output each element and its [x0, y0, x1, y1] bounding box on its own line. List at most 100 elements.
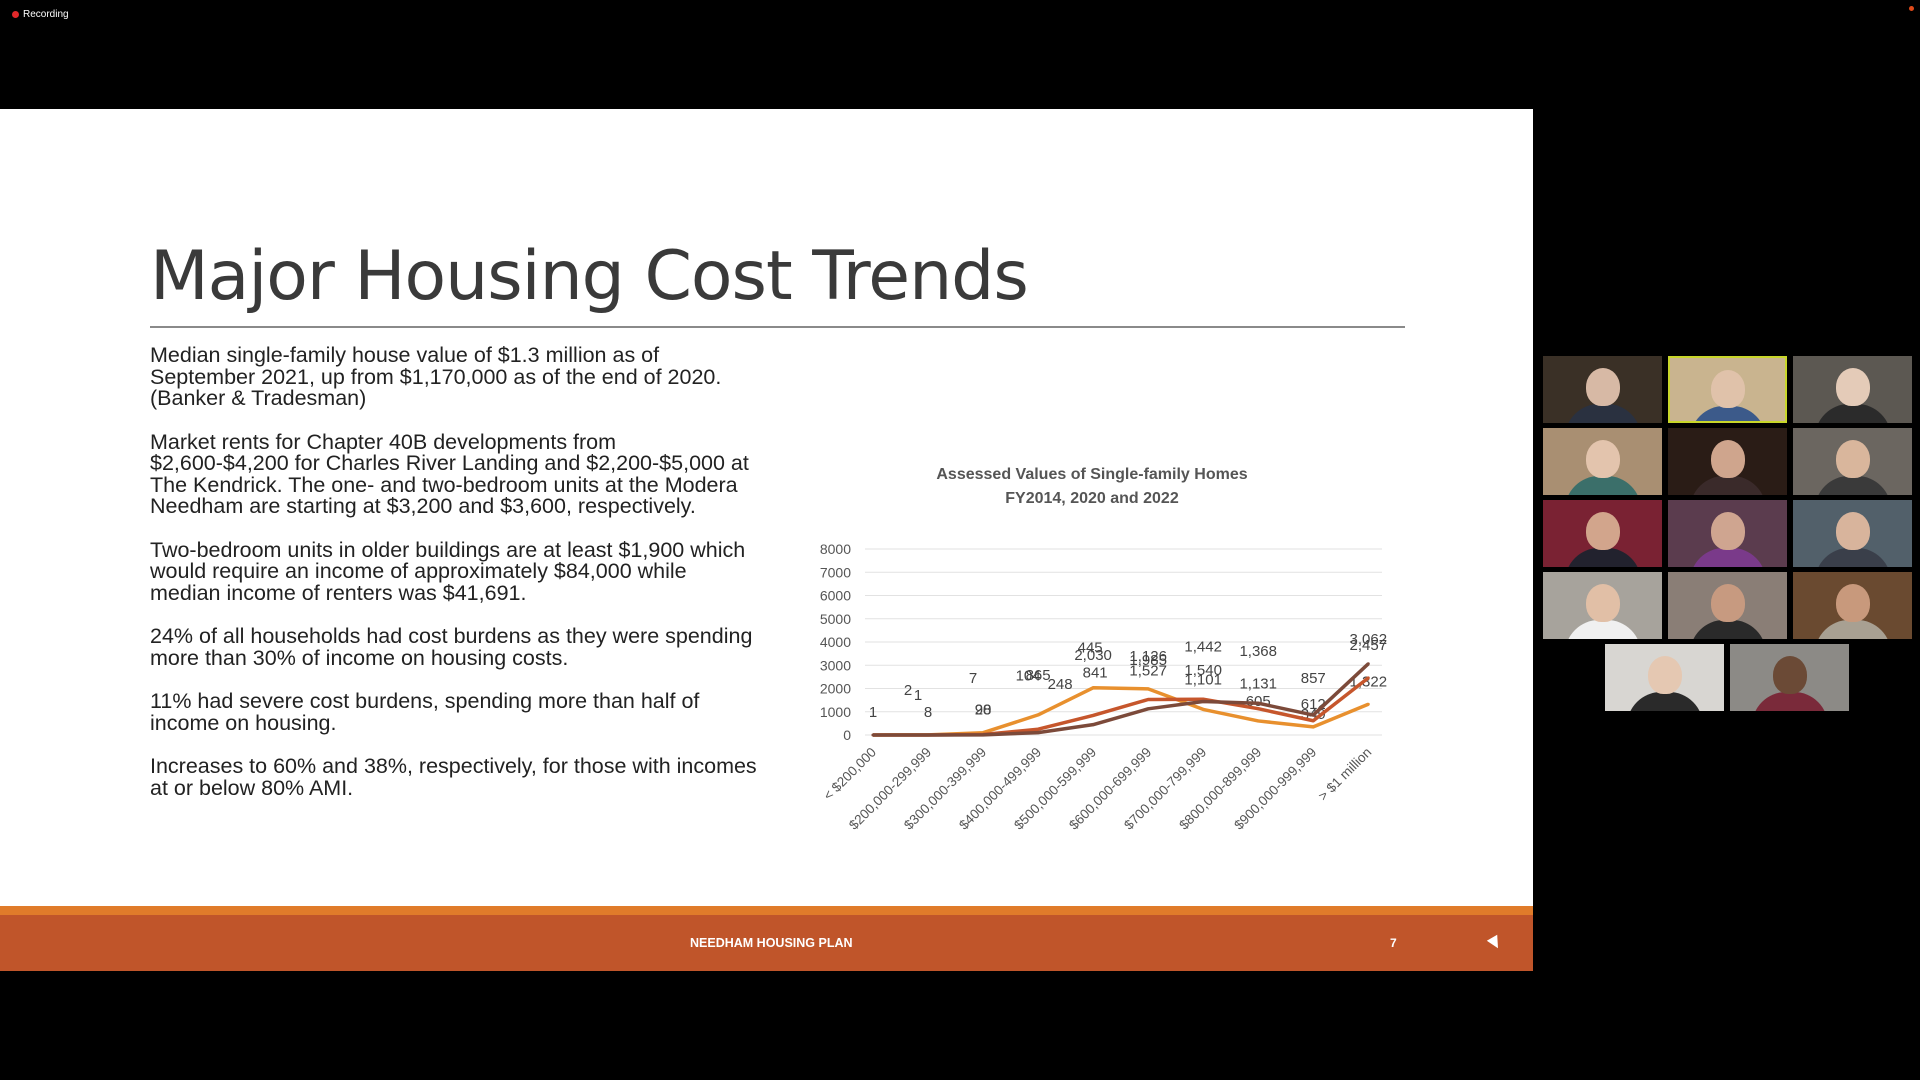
- participant-video-tile[interactable]: [1543, 500, 1662, 567]
- data-label-FY2014: 98: [975, 702, 992, 719]
- participant-silhouette-head: [1772, 656, 1807, 694]
- data-label-FY2020: 1,131: [1239, 676, 1277, 693]
- data-point-FY2022: [871, 733, 875, 737]
- data-point-FY2022: [1201, 699, 1205, 703]
- y-tick-label: 0: [843, 727, 851, 743]
- participant-silhouette-body: [1689, 548, 1766, 567]
- data-point-FY2020: [1366, 676, 1370, 680]
- x-tick-label: > $1 million: [1315, 745, 1374, 804]
- data-point-FY2020: [1146, 697, 1150, 701]
- y-tick-label: 6000: [820, 588, 851, 604]
- participant-video-tile[interactable]: [1793, 500, 1912, 567]
- data-point-FY2014: [1036, 713, 1040, 717]
- x-tick-label: < $200,000: [820, 745, 879, 804]
- participant-silhouette-body: [1751, 692, 1828, 711]
- data-label-FY2020: 248: [1048, 676, 1073, 693]
- data-point-FY2022: [1036, 731, 1040, 735]
- bullet-two-bedroom: Two-bedroom units in older buildings are…: [150, 537, 746, 605]
- participant-silhouette-head: [1835, 440, 1870, 478]
- participant-video-tile[interactable]: [1668, 428, 1787, 495]
- title-divider: [150, 326, 1405, 328]
- data-label-FY2022: 1,442: [1184, 638, 1222, 655]
- participant-video-tile[interactable]: [1668, 356, 1787, 423]
- participant-silhouette-body: [1689, 406, 1766, 421]
- y-tick-label: 7000: [820, 564, 851, 580]
- shared-slide: Major Housing Cost Trends Median single-…: [0, 109, 1533, 971]
- participant-silhouette-head: [1710, 370, 1745, 408]
- data-point-FY2014: [1366, 702, 1370, 706]
- participant-silhouette-body: [1814, 548, 1891, 567]
- data-label-FY2020: 1: [914, 687, 922, 704]
- data-label-FY2014: 1,101: [1184, 671, 1222, 688]
- participant-video-tile[interactable]: [1543, 428, 1662, 495]
- slide-title: Major Housing Cost Trends: [150, 237, 1029, 316]
- data-label-FY2022: 3,062: [1350, 631, 1388, 648]
- data-point-FY2014: [1311, 725, 1315, 729]
- y-tick-label: 4000: [820, 634, 851, 650]
- data-label-FY2022: 857: [1301, 670, 1326, 687]
- chart-subtitle: FY2014, 2020 and 2022: [1005, 490, 1179, 507]
- data-label-FY2014: 8: [924, 704, 932, 721]
- data-label-FY2020: 20: [975, 702, 992, 719]
- participant-silhouette-head: [1585, 512, 1620, 550]
- participant-video-tile[interactable]: [1730, 644, 1849, 711]
- chart-title: Assessed Values of Single-family Homes: [936, 466, 1247, 483]
- series-line-FY2022: [872, 662, 1370, 737]
- participant-silhouette-head: [1835, 368, 1870, 406]
- data-label-FY2014: 865: [1026, 667, 1051, 684]
- data-point-FY2022: [1311, 713, 1315, 717]
- data-label-FY2022: 445: [1078, 640, 1103, 657]
- data-point-FY2022: [926, 733, 930, 737]
- data-point-FY2014: [1091, 686, 1095, 690]
- y-tick-label: 8000: [820, 541, 851, 557]
- participant-video-tile[interactable]: [1793, 572, 1912, 639]
- chart-svg: Assessed Values of Single-family Homes FY…: [820, 466, 1388, 933]
- data-label-FY2020: 612: [1301, 696, 1326, 713]
- assessed-values-chart: Assessed Values of Single-family Homes FY…: [770, 349, 1410, 949]
- participant-silhouette-body: [1814, 476, 1891, 495]
- participant-video-tile[interactable]: [1605, 644, 1724, 711]
- participant-video-tile[interactable]: [1793, 428, 1912, 495]
- slide-footer: NEEDHAM HOUSING PLAN 7: [0, 915, 1533, 971]
- data-point-FY2020: [1311, 719, 1315, 723]
- participant-silhouette-head: [1710, 584, 1745, 622]
- participant-silhouette-head: [1835, 512, 1870, 550]
- bullet-median-value: Median single-family house value of $1.3…: [150, 343, 722, 410]
- bullet-market-rents: Market rents for Chapter 40B development…: [150, 429, 749, 518]
- data-point-FY2020: [1036, 727, 1040, 731]
- data-point-FY2014: [1256, 719, 1260, 723]
- recording-indicator: Recording: [12, 9, 69, 20]
- data-point-FY2022: [981, 733, 985, 737]
- data-label-FY2020: 1,540: [1184, 662, 1222, 679]
- data-label-FY2020: 2,457: [1350, 637, 1388, 654]
- bullet-cost-burden: 24% of all households had cost burdens a…: [150, 624, 753, 670]
- data-label-FY2014: 2,030: [1074, 647, 1112, 664]
- participant-video-tile[interactable]: [1543, 572, 1662, 639]
- data-point-FY2014: [1146, 687, 1150, 691]
- participant-video-tile[interactable]: [1668, 572, 1787, 639]
- participant-silhouette-body: [1564, 404, 1641, 423]
- participant-silhouette-body: [1689, 620, 1766, 639]
- data-point-FY2020: [1091, 713, 1095, 717]
- data-label-FY2014: 1: [869, 704, 877, 721]
- footer-title: NEEDHAM HOUSING PLAN: [690, 936, 853, 950]
- status-dot-icon: [1909, 6, 1914, 11]
- participant-video-tile[interactable]: [1668, 500, 1787, 567]
- y-tick-label: 5000: [820, 611, 851, 627]
- bullet-severe-burden: 11% had severe cost burdens, spending mo…: [150, 689, 700, 735]
- participant-silhouette-head: [1647, 656, 1682, 694]
- data-label-FY2020: 841: [1083, 664, 1108, 681]
- participant-silhouette-head: [1585, 584, 1620, 622]
- participant-silhouette-body: [1814, 620, 1891, 639]
- participant-silhouette-body: [1626, 692, 1703, 711]
- data-point-FY2022: [1146, 707, 1150, 711]
- y-tick-label: 1000: [820, 704, 851, 720]
- data-point-FY2022: [1091, 723, 1095, 727]
- participant-silhouette-head: [1585, 368, 1620, 406]
- y-tick-label: 3000: [820, 657, 851, 673]
- footer-stripe: [0, 906, 1533, 915]
- participant-silhouette-body: [1564, 620, 1641, 639]
- participant-video-tile[interactable]: [1543, 356, 1662, 423]
- data-label-FY2022: 1,368: [1239, 643, 1277, 660]
- participant-video-tile[interactable]: [1793, 356, 1912, 423]
